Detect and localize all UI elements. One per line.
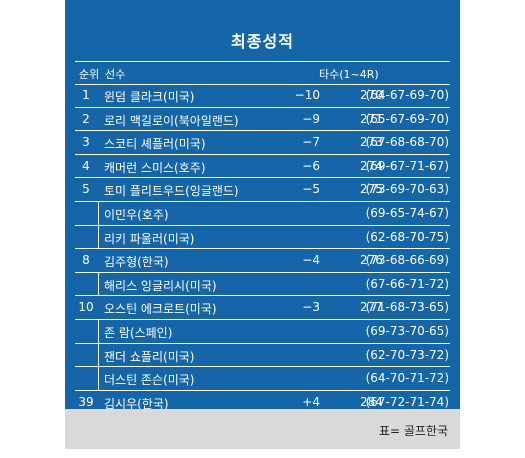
total-cell: 270: [360, 88, 383, 102]
table-row: 3 스코티 셰플러(미국) −7 273 (67-68-68-70): [75, 131, 450, 155]
rank-cell: 3: [82, 135, 90, 150]
total-cell: 273: [360, 135, 383, 150]
table-row: 10 오스틴 에크로트(미국) −3 277 (71-68-73-65): [75, 296, 450, 320]
player-cell: 잰더 쇼플리(미국): [104, 349, 195, 364]
rounds-cell: (69-65-74-67): [365, 205, 449, 220]
rank-cell: 8: [82, 253, 90, 268]
player-cell: 김주형(한국): [104, 255, 169, 270]
player-cell: 로리 맥길로이(북아일랜드): [104, 113, 239, 128]
par-cell: −7: [302, 135, 320, 150]
total-cell: 284: [360, 394, 383, 409]
rounds-cell: (71-68-73-65): [365, 300, 449, 315]
table-row: 잰더 쇼플리(미국) (62-70-73-72): [75, 343, 450, 368]
table-row: 8 김주형(한국) −4 276 (73-68-66-69): [75, 249, 450, 273]
rounds-cell: (67-72-71-74): [365, 394, 449, 409]
par-cell: −4: [302, 253, 320, 268]
table-title: 최종성적: [231, 32, 294, 51]
results-panel: 최종성적 순위 선수 타수(1~4R) 1 윈덤 클라크(미국) −10 270 (64…: [65, 0, 460, 415]
results-table-body: 1 윈덤 클라크(미국) −10 270 (64-67-69-70) 2 로리 맥길로이(북…: [75, 84, 450, 415]
header-rank: 순위: [79, 68, 100, 81]
player-cell: 더스틴 존슨(미국): [104, 373, 195, 388]
total-cell: 275: [360, 182, 383, 197]
rounds-cell: (62-70-73-72): [365, 347, 449, 362]
table-header: 순위 선수 타수(1~4R): [75, 61, 450, 85]
player-cell: 리키 파울러(미국): [104, 231, 195, 246]
rounds-cell: (69-67-71-67): [365, 158, 449, 173]
rounds-cell: (62-68-70-75): [365, 229, 449, 244]
total-cell: 274: [360, 158, 383, 173]
rounds-cell: (64-70-71-72): [365, 371, 449, 386]
table-row: 2 로리 맥길로이(북아일랜드) −9 271 (65-67-69-70): [75, 108, 450, 132]
rank-cell: 5: [82, 182, 90, 197]
rank-cell: 39: [78, 394, 94, 409]
player-cell: 해리스 잉글리시(미국): [104, 278, 217, 293]
header-player: 선수: [105, 68, 126, 81]
table-row: 리키 파울러(미국) (62-68-70-75): [75, 225, 450, 250]
player-cell: 스코티 셰플러(미국): [104, 137, 206, 152]
rank-cell: 4: [82, 158, 90, 173]
player-cell: 존 람(스페인): [104, 325, 173, 340]
rounds-cell: (64-67-69-70): [365, 88, 449, 102]
rounds-cell: (73-69-70-63): [365, 182, 449, 197]
rounds-cell: (73-68-66-69): [365, 253, 449, 268]
header-score: 타수(1~4R): [319, 68, 379, 81]
rounds-cell: (69-73-70-65): [365, 323, 449, 338]
rounds-cell: (65-67-69-70): [365, 111, 449, 126]
table-row: 해리스 잉글리시(미국) (67-66-71-72): [75, 272, 450, 297]
table-row: 존 람(스페인) (69-73-70-65): [75, 319, 450, 344]
rank-cell: 10: [78, 300, 94, 315]
par-cell: +4: [302, 394, 320, 409]
table-row: 4 캐머런 스미스(호주) −6 274 (69-67-71-67): [75, 155, 450, 179]
total-cell: 276: [360, 253, 383, 268]
rank-cell: 2: [82, 111, 90, 126]
total-cell: 271: [360, 111, 383, 126]
table-row: 더스틴 존슨(미국) (64-70-71-72): [75, 367, 450, 391]
player-cell: 윈덤 클라크(미국): [104, 90, 195, 104]
par-cell: −3: [302, 300, 320, 315]
table-row: 1 윈덤 클라크(미국) −10 270 (64-67-69-70): [75, 84, 450, 108]
par-cell: −5: [302, 182, 320, 197]
rounds-cell: (67-66-71-72): [365, 276, 449, 291]
rank-cell: 1: [82, 88, 90, 102]
total-cell: 277: [360, 300, 383, 315]
source-credit: 표= 골프한국: [378, 424, 448, 438]
source-bar: 표= 골프한국: [65, 409, 460, 449]
rounds-cell: (67-68-68-70): [365, 135, 449, 150]
player-cell: 토미 플리트우드(잉글랜드): [104, 184, 239, 199]
table-row: 이민우(호주) (69-65-74-67): [75, 201, 450, 226]
par-cell: −9: [302, 111, 320, 126]
player-cell: 이민우(호주): [104, 207, 169, 222]
player-cell: 오스틴 에크로트(미국): [104, 302, 217, 317]
par-cell: −10: [294, 88, 320, 102]
table-row: 5 토미 플리트우드(잉글랜드) −5 275 (73-69-70-63): [75, 178, 450, 202]
par-cell: −6: [302, 158, 320, 173]
player-cell: 캐머런 스미스(호주): [104, 160, 206, 175]
player-cell: 김시우(한국): [104, 396, 169, 411]
